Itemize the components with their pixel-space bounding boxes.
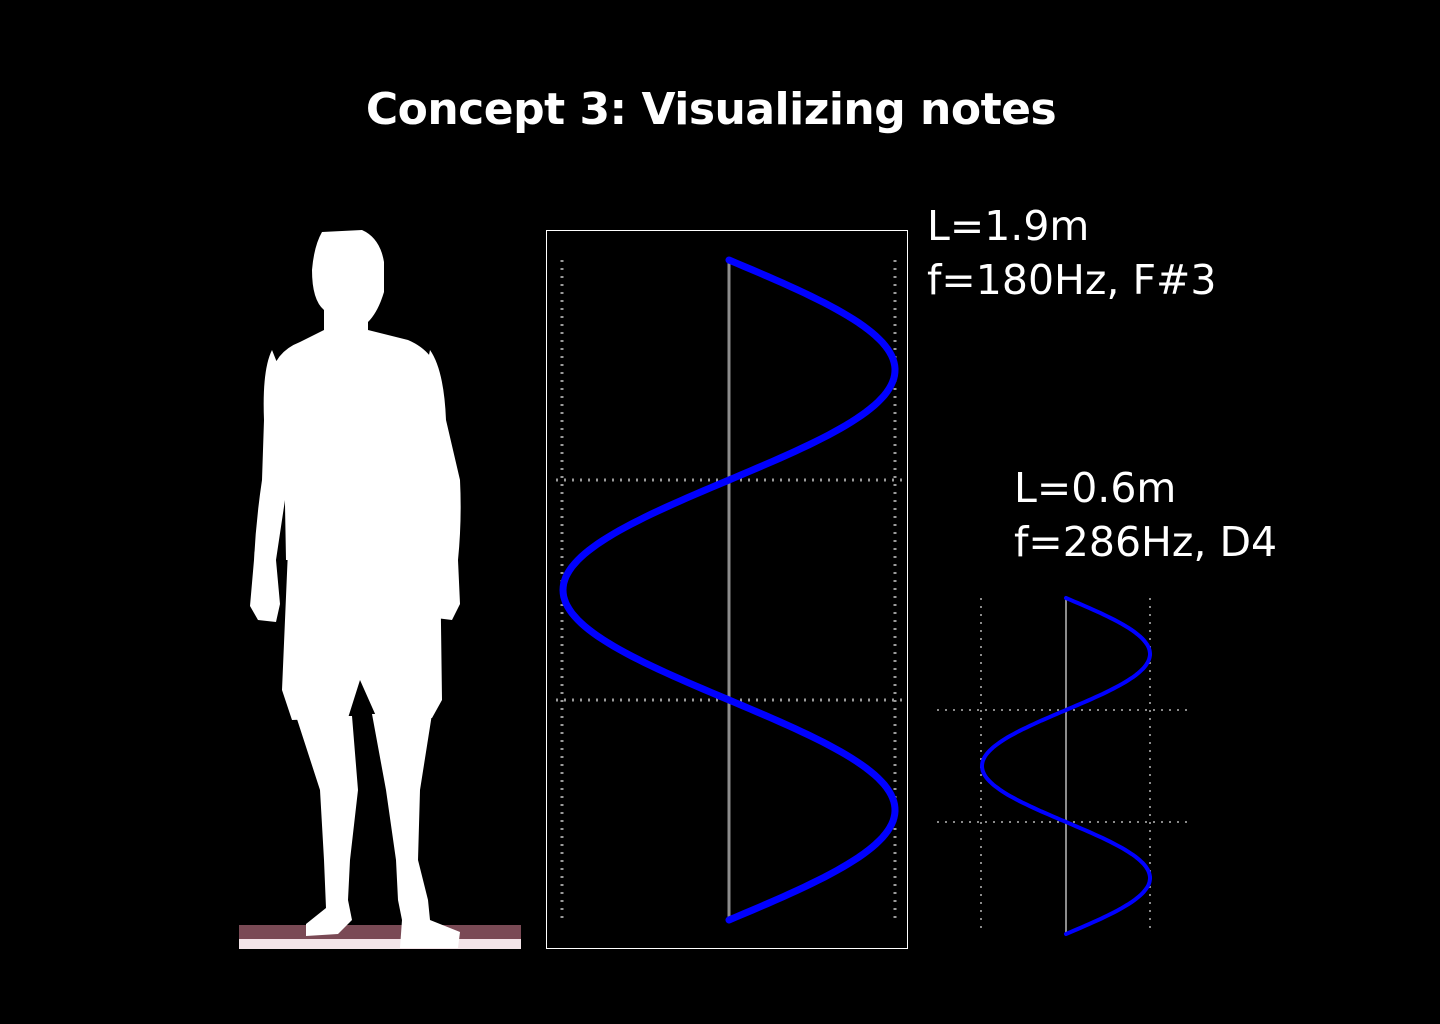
small-string-label: L=0.6m f=286Hz, D4	[1014, 461, 1277, 569]
person-silhouette	[250, 230, 461, 948]
large-string-frequency: f=180Hz, F#3	[927, 256, 1217, 304]
large-string-label: L=1.9m f=180Hz, F#3	[927, 199, 1216, 307]
page-title: Concept 3: Visualizing notes	[365, 84, 1057, 135]
large-string-wave	[559, 256, 899, 924]
floor-strip	[239, 925, 521, 949]
small-string-length: L=0.6m	[1014, 464, 1177, 512]
small-string-wave	[979, 596, 1152, 936]
large-string-frame	[546, 230, 908, 949]
large-string-length: L=1.9m	[927, 202, 1090, 250]
small-string-frequency: f=286Hz, D4	[1014, 518, 1278, 566]
